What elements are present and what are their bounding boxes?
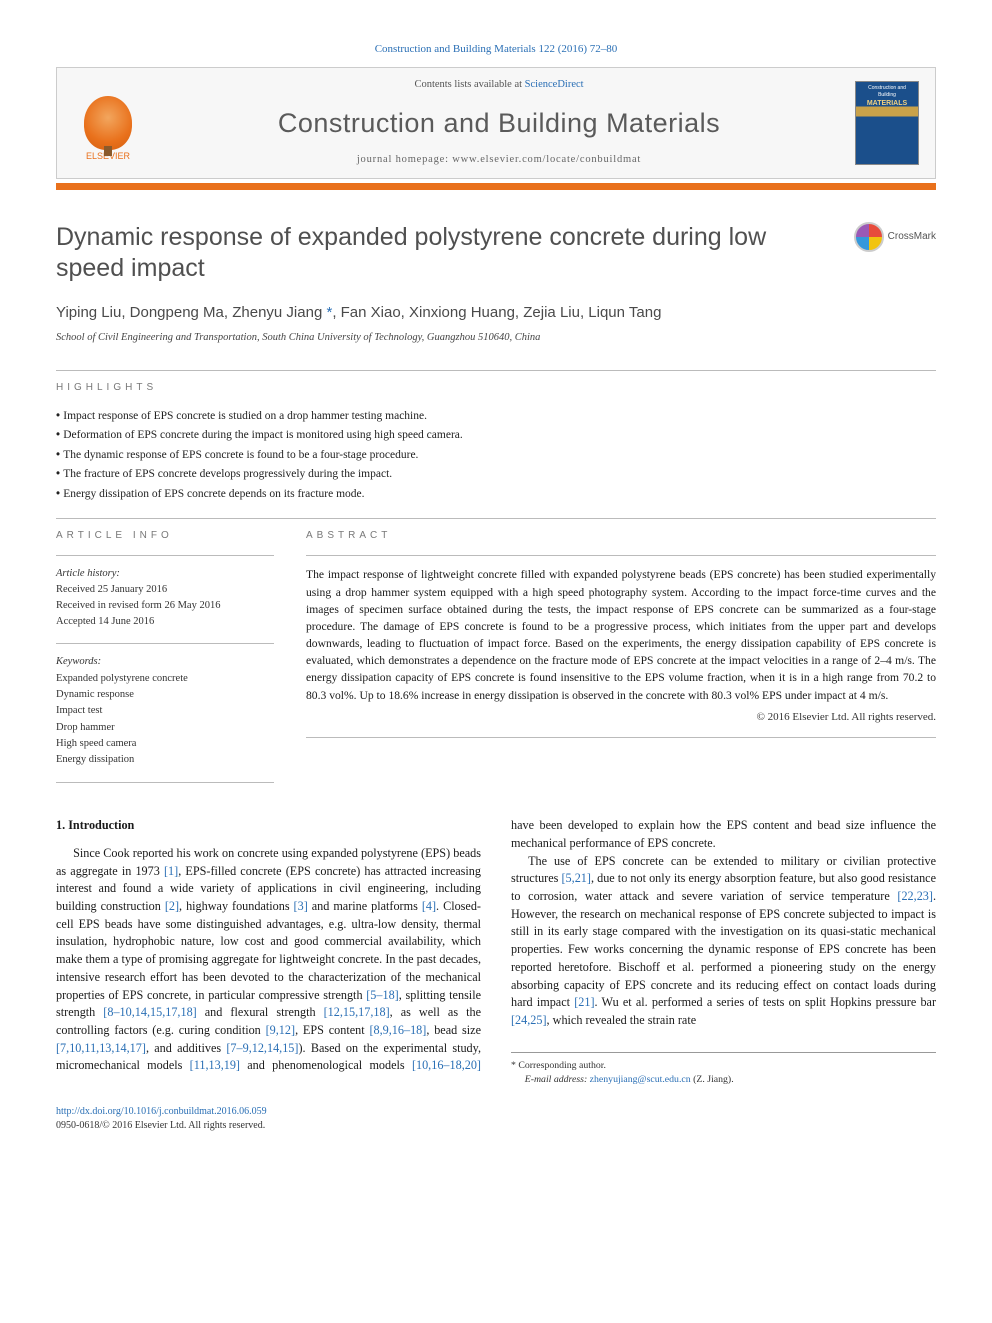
authors-line: Yiping Liu, Dongpeng Ma, Zhenyu Jiang *,… (56, 302, 936, 323)
article-info-block: Article history: Received 25 January 201… (56, 555, 274, 783)
ref-link[interactable]: [24,25] (511, 1013, 547, 1027)
citation-line: Construction and Building Materials 122 … (56, 42, 936, 57)
intro-paragraph-2: The use of EPS concrete can be extended … (511, 853, 936, 1030)
ref-link[interactable]: [9,12] (266, 1023, 295, 1037)
highlight-item: The fracture of EPS concrete develops pr… (56, 465, 936, 485)
highlight-item: The dynamic response of EPS concrete is … (56, 446, 936, 466)
homepage-prefix: journal homepage: (357, 154, 452, 165)
abstract-copyright: © 2016 Elsevier Ltd. All rights reserved… (306, 710, 936, 737)
ref-link[interactable]: [3] (294, 899, 308, 913)
keyword-item: High speed camera (56, 736, 274, 752)
corresponding-author: * Corresponding author. (511, 1059, 936, 1073)
ref-link[interactable]: [21] (574, 995, 594, 1009)
ref-link[interactable]: [11,13,19] (190, 1058, 240, 1072)
highlight-item: Energy dissipation of EPS concrete depen… (56, 485, 936, 505)
homepage-url[interactable]: www.elsevier.com/locate/conbuildmat (452, 154, 641, 165)
highlight-item: Deformation of EPS concrete during the i… (56, 426, 936, 446)
footnote-block: * Corresponding author. E-mail address: … (511, 1052, 936, 1087)
issn-copyright: 0950-0618/© 2016 Elsevier Ltd. All right… (56, 1119, 936, 1133)
highlights-list: Impact response of EPS concrete is studi… (56, 407, 936, 519)
ref-link[interactable]: [10,16–18,20] (412, 1058, 481, 1072)
affiliation: School of Civil Engineering and Transpor… (56, 331, 936, 346)
keywords-list: Expanded polystyrene concreteDynamic res… (56, 671, 274, 769)
abstract-label: abstract (306, 519, 936, 555)
cover-text-top: Construction and Building (859, 85, 915, 99)
keyword-item: Expanded polystyrene concrete (56, 671, 274, 687)
ref-link[interactable]: [22,23] (897, 889, 933, 903)
journal-header: ELSEVIER Contents lists available at Sci… (56, 67, 936, 178)
sciencedirect-link[interactable]: ScienceDirect (525, 79, 584, 90)
cover-text-main: MATERIALS (859, 99, 915, 109)
journal-name: Construction and Building Materials (143, 105, 855, 143)
elsevier-logo[interactable]: ELSEVIER (73, 83, 143, 163)
keyword-item: Drop hammer (56, 720, 274, 736)
accent-bar (56, 183, 936, 190)
ref-link[interactable]: [5,21] (562, 871, 591, 885)
history-received: Received 25 January 2016 (56, 582, 274, 598)
article-title: Dynamic response of expanded polystyrene… (56, 222, 838, 285)
history-title: Article history: (56, 566, 274, 582)
intro-heading: 1. Introduction (56, 817, 481, 835)
doi-link[interactable]: http://dx.doi.org/10.1016/j.conbuildmat.… (56, 1106, 267, 1117)
history-accepted: Accepted 14 June 2016 (56, 614, 274, 630)
keyword-item: Dynamic response (56, 687, 274, 703)
crossmark-badge[interactable]: CrossMark (854, 222, 936, 252)
ref-link[interactable]: [1] (164, 864, 178, 878)
article-body: 1. Introduction Since Cook reported his … (56, 817, 936, 1087)
ref-link[interactable]: [12,15,17,18] (324, 1005, 390, 1019)
keyword-item: Energy dissipation (56, 752, 274, 768)
author-email-link[interactable]: zhenyujiang@scut.edu.cn (590, 1074, 691, 1085)
crossmark-label: CrossMark (888, 230, 936, 244)
bottom-meta: http://dx.doi.org/10.1016/j.conbuildmat.… (56, 1105, 936, 1133)
abstract-block: The impact response of lightweight concr… (306, 555, 936, 783)
ref-link[interactable]: [7,10,11,13,14,17] (56, 1041, 146, 1055)
email-attribution: (Z. Jiang). (691, 1074, 734, 1085)
keyword-item: Impact test (56, 703, 274, 719)
keywords-title: Keywords: (56, 654, 274, 670)
history-revised: Received in revised form 26 May 2016 (56, 598, 274, 614)
ref-link[interactable]: [2] (165, 899, 179, 913)
homepage-line: journal homepage: www.elsevier.com/locat… (143, 153, 855, 168)
elsevier-tree-icon (84, 96, 132, 150)
ref-link[interactable]: [7–9,12,14,15] (226, 1041, 298, 1055)
crossmark-icon (854, 222, 884, 252)
email-label: E-mail address: (525, 1074, 590, 1085)
contents-line: Contents lists available at ScienceDirec… (143, 78, 855, 93)
highlight-item: Impact response of EPS concrete is studi… (56, 407, 936, 427)
journal-cover-thumb: Construction and Building MATERIALS (855, 81, 919, 165)
abstract-text: The impact response of lightweight concr… (306, 556, 936, 709)
ref-link[interactable]: [8,9,16–18] (369, 1023, 426, 1037)
highlights-label: highlights (56, 371, 936, 407)
article-info-label: article info (56, 519, 274, 555)
ref-link[interactable]: [5–18] (366, 988, 399, 1002)
ref-link[interactable]: [4] (422, 899, 436, 913)
ref-link[interactable]: [8–10,14,15,17,18] (103, 1005, 196, 1019)
contents-prefix: Contents lists available at (414, 79, 524, 90)
